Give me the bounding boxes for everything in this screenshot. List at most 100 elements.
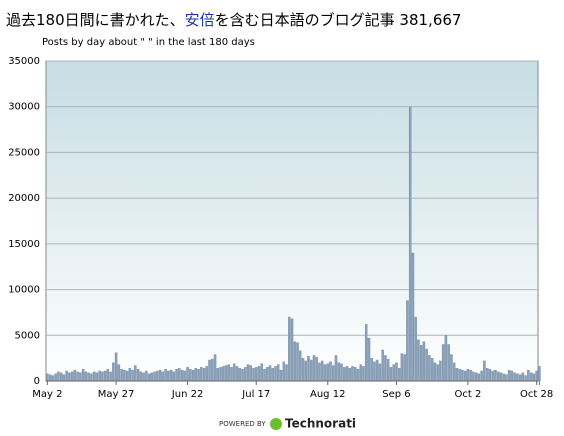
bar — [167, 370, 170, 382]
bar — [200, 367, 203, 382]
bar — [227, 364, 231, 382]
bar — [337, 362, 340, 382]
y-tick-label: 35000 — [8, 56, 40, 67]
bar — [158, 369, 162, 382]
bar — [455, 368, 459, 382]
bar — [194, 368, 198, 382]
bar — [331, 365, 335, 382]
bar — [425, 348, 428, 382]
bar — [260, 363, 264, 382]
bar — [142, 372, 145, 382]
bar — [57, 371, 60, 382]
bar — [95, 372, 99, 382]
bar — [326, 363, 329, 382]
bar — [309, 359, 313, 382]
bar — [169, 369, 173, 382]
y-tick-label: 25000 — [8, 147, 40, 158]
bar — [400, 353, 404, 382]
bar — [433, 362, 437, 382]
bar — [263, 368, 266, 382]
bar — [521, 372, 525, 382]
bar — [268, 365, 272, 382]
bar — [246, 364, 250, 382]
bar — [507, 369, 511, 382]
bar — [103, 370, 107, 382]
y-tick-label: 5000 — [15, 330, 40, 341]
x-tick-label: Sep 6 — [382, 389, 410, 400]
bar — [334, 355, 338, 382]
bar — [211, 358, 214, 382]
bar — [161, 371, 165, 382]
bar — [106, 368, 110, 382]
bar — [90, 373, 93, 382]
bar — [466, 368, 470, 382]
bar — [59, 372, 63, 382]
x-tick-label: May 2 — [32, 389, 62, 400]
bar — [485, 368, 489, 382]
bar — [257, 366, 261, 382]
bar — [208, 359, 211, 382]
bar — [235, 366, 239, 382]
bar — [282, 361, 286, 382]
bar — [128, 368, 132, 382]
bar — [381, 349, 384, 382]
bar — [373, 361, 376, 382]
bar — [463, 370, 467, 382]
bar — [156, 370, 159, 382]
bar — [315, 357, 318, 382]
title-text: を含む日本語のブログ記事 381,667 — [215, 11, 462, 29]
bar — [304, 360, 307, 382]
bar — [244, 367, 247, 382]
title-link[interactable]: 安倍 — [185, 11, 215, 29]
bar — [189, 368, 192, 382]
bar — [348, 368, 351, 382]
bar — [408, 106, 412, 382]
bar — [458, 368, 461, 382]
bar — [430, 357, 434, 382]
bar — [477, 373, 481, 382]
bar — [125, 370, 129, 382]
bar — [320, 360, 324, 382]
bar — [527, 369, 530, 382]
bar — [469, 369, 472, 382]
bar — [147, 373, 151, 382]
bar — [538, 366, 541, 382]
bar — [112, 362, 115, 382]
bar — [472, 371, 475, 382]
bar — [285, 364, 288, 382]
bar — [411, 252, 415, 382]
bar — [499, 372, 503, 382]
brand: Technorati — [285, 417, 356, 431]
bar — [444, 335, 448, 382]
bar — [301, 357, 305, 382]
bar — [175, 368, 178, 382]
bar — [84, 371, 88, 382]
bar — [288, 316, 291, 382]
bar — [518, 374, 522, 382]
bar — [529, 372, 533, 382]
bar — [406, 300, 409, 382]
bar — [384, 355, 387, 382]
powered-by[interactable]: POWERED BY Technorati — [219, 417, 356, 431]
bar — [274, 366, 277, 382]
bar — [535, 370, 538, 382]
bar — [81, 368, 85, 382]
bar — [117, 364, 121, 382]
bar — [191, 369, 195, 382]
bar — [403, 354, 406, 382]
bar — [340, 363, 343, 382]
y-tick-label: 15000 — [8, 239, 40, 250]
bar — [277, 364, 280, 382]
bar — [134, 365, 137, 382]
bar — [202, 368, 206, 382]
bar — [68, 372, 71, 382]
bar — [378, 363, 382, 382]
bar — [345, 366, 349, 382]
bar — [271, 368, 275, 382]
bar — [362, 366, 365, 382]
bar — [164, 368, 167, 382]
x-tick-label: Aug 12 — [310, 389, 345, 400]
bar — [419, 345, 423, 382]
bar — [205, 366, 209, 382]
